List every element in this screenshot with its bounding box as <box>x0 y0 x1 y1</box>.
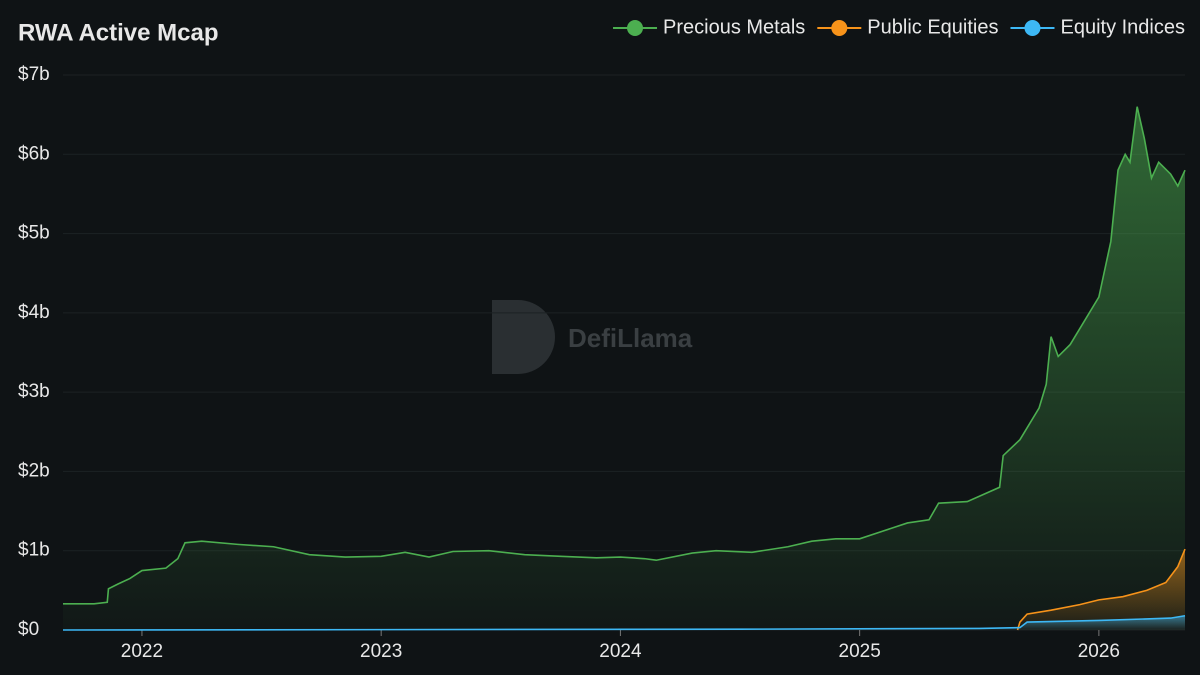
legend-swatch <box>1024 20 1041 36</box>
watermark: DefiLlama <box>568 323 693 353</box>
legend-label: Equity Indices <box>1060 16 1185 38</box>
x-tick-label: 2022 <box>121 641 163 662</box>
y-tick-label: $2b <box>18 460 50 481</box>
x-tick-label: 2023 <box>360 641 402 662</box>
line <box>1016 548 1186 631</box>
y-tick-label: $4b <box>18 302 50 323</box>
line <box>63 106 1186 605</box>
x-tick-label: 2026 <box>1078 641 1120 662</box>
watermark-logo <box>492 300 555 374</box>
x-tick-label: 2025 <box>839 641 881 662</box>
legend: Precious Metals Public Equities Equity Ind… <box>613 16 1185 38</box>
chart-title: RWA Active Mcap <box>18 19 219 46</box>
legend-swatch <box>627 20 644 36</box>
x-tick-label: 2024 <box>599 641 642 662</box>
y-tick-label: $0 <box>18 619 39 640</box>
area <box>63 106 1185 630</box>
y-tick-label: $3b <box>18 381 50 402</box>
y-tick-label: $7b <box>18 64 50 85</box>
line <box>62 614 1186 631</box>
legend-swatch <box>831 20 848 36</box>
y-tick-label: $6b <box>18 143 50 164</box>
legend-label: Public Equities <box>867 16 998 38</box>
area <box>1017 549 1185 630</box>
area <box>63 615 1185 630</box>
y-tick-label: $5b <box>18 223 50 244</box>
legend-label: Precious Metals <box>663 16 805 38</box>
y-tick-label: $1b <box>18 540 50 561</box>
